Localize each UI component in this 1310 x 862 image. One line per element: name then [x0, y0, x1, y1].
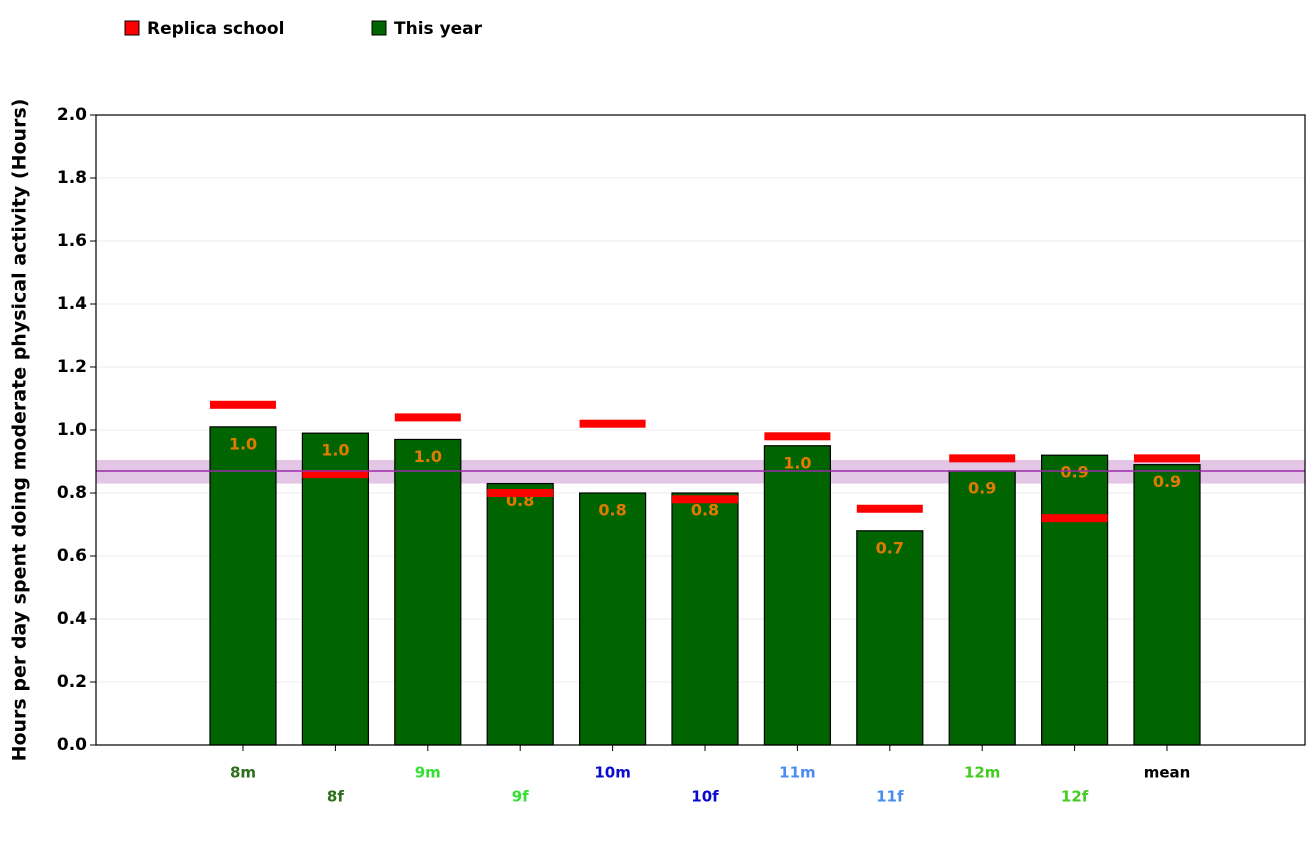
value-label: 1.0: [229, 434, 257, 453]
bar: [856, 530, 924, 746]
bar: [301, 432, 369, 746]
legend-label: Replica school: [147, 19, 284, 39]
bar: [209, 426, 277, 746]
bar: [1040, 454, 1109, 746]
value-label: 0.9: [968, 478, 996, 497]
x-tick-label: 12f: [1061, 788, 1089, 806]
bar: [948, 470, 1016, 746]
replica-marker: [210, 400, 276, 409]
bar: [763, 445, 832, 746]
bar: [671, 492, 739, 746]
replica-marker: [764, 432, 831, 441]
x-tick-label: 12m: [964, 764, 1001, 782]
y-tick-label: 0.8: [57, 483, 87, 503]
replica-marker: [856, 504, 923, 513]
reference-band: [96, 459, 1305, 484]
value-label: 0.7: [876, 538, 904, 557]
value-label: 0.8: [691, 501, 719, 520]
value-label: 1.0: [321, 441, 349, 460]
value-label: 1.0: [783, 453, 811, 472]
value-label: 1.0: [414, 447, 442, 466]
legend-swatch: [124, 20, 140, 36]
value-label: 0.9: [1153, 472, 1181, 491]
value-label: 0.8: [598, 501, 626, 520]
replica-marker: [487, 489, 554, 497]
bar: [1133, 464, 1201, 746]
x-tick-label: 8m: [230, 764, 256, 782]
replica-marker: [949, 454, 1016, 463]
replica-marker: [1041, 514, 1108, 523]
y-tick-label: 1.6: [57, 231, 87, 251]
x-tick-label: 8f: [327, 788, 344, 806]
bar: [578, 492, 647, 746]
y-tick-label: 1.4: [57, 294, 87, 314]
x-tick-label: 10m: [594, 764, 631, 782]
y-tick-label: 0.4: [57, 609, 87, 629]
replica-marker: [1134, 454, 1200, 463]
bar: [486, 482, 554, 746]
y-axis-title: Hours per day spent doing moderate physi…: [9, 99, 31, 762]
legend-label: This year: [394, 19, 483, 39]
y-tick-label: 0.6: [57, 546, 87, 566]
bar: [394, 438, 462, 746]
y-tick-label: 0.2: [57, 672, 87, 692]
legend-swatch: [371, 20, 387, 36]
x-tick-label: 11f: [876, 788, 904, 806]
plot-frame: [95, 114, 1306, 746]
replica-marker: [394, 413, 461, 422]
x-tick-label: mean: [1144, 764, 1191, 782]
x-tick-label: 11m: [779, 764, 816, 782]
value-label: 0.9: [1060, 463, 1088, 482]
y-tick-label: 0.0: [57, 735, 87, 755]
x-tick-label: 10f: [691, 788, 719, 806]
replica-marker: [302, 470, 369, 479]
y-tick-label: 1.0: [57, 420, 87, 440]
x-tick-label: 9m: [415, 764, 441, 782]
y-tick-label: 1.8: [57, 168, 87, 188]
y-tick-label: 1.2: [57, 357, 87, 377]
x-tick-label: 9f: [512, 788, 529, 806]
replica-marker: [579, 419, 646, 428]
replica-marker: [672, 495, 738, 504]
y-tick-label: 2.0: [57, 105, 87, 125]
